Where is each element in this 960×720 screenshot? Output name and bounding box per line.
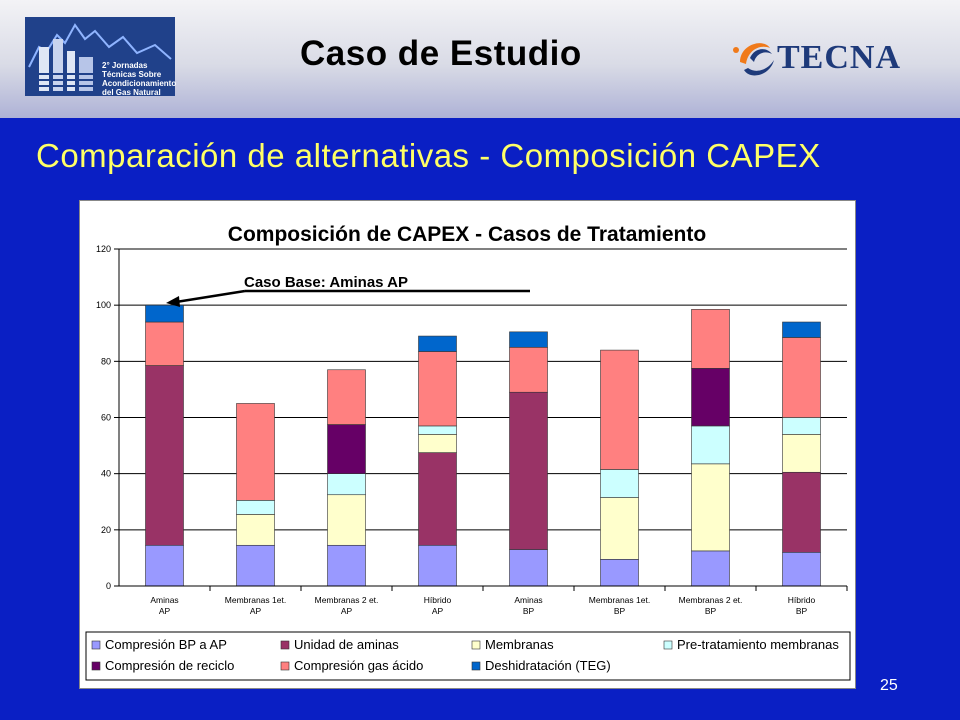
bar-segment	[782, 337, 821, 418]
bar-segment	[691, 550, 730, 587]
chart-container: Composición de CAPEX - Casos de Tratamie…	[79, 200, 856, 689]
legend-label: Compresión de reciclo	[105, 658, 234, 673]
legend-label: Membranas	[485, 637, 554, 652]
x-tick-label: BP	[796, 606, 808, 616]
mountain-logo-icon	[28, 23, 172, 91]
annotation-arrowhead-icon	[166, 296, 180, 307]
y-tick-label: 40	[101, 469, 111, 479]
jornadas-logo: 2° Jornadas Técnicas Sobre Acondicionami…	[25, 17, 177, 97]
bar-segment	[418, 335, 457, 352]
legend-swatch	[280, 661, 290, 671]
legend-label: Unidad de aminas	[294, 637, 399, 652]
x-tick-label: Híbrido	[788, 595, 816, 605]
jornadas-logo-text: 2° Jornadas Técnicas Sobre Acondicionami…	[102, 61, 177, 97]
bar-segment	[327, 494, 366, 546]
annotation-arrow-line	[175, 289, 246, 304]
bar-segment	[600, 559, 639, 587]
tecna-swirl-icon	[733, 43, 774, 76]
bar-segment	[782, 417, 821, 435]
x-tick-label: Híbrido	[424, 595, 452, 605]
bars	[145, 304, 821, 587]
chart-title: Composición de CAPEX - Casos de Tratamie…	[228, 223, 706, 246]
x-tick-label: AP	[250, 606, 262, 616]
bar-segment	[509, 346, 548, 393]
x-tick-label: BP	[614, 606, 626, 616]
header-title: Caso de Estudio	[300, 34, 582, 73]
x-tick-label: BP	[523, 606, 535, 616]
bar-segment	[418, 452, 457, 546]
bar-segment	[236, 514, 275, 546]
y-tick-label: 100	[96, 300, 111, 310]
bar-segment	[236, 403, 275, 501]
bar-segment	[418, 351, 457, 427]
bar-segment	[145, 304, 184, 323]
legend: Compresión BP a AP Unidad de aminas Membra…	[85, 631, 851, 681]
bar-segment	[418, 425, 457, 435]
bar-segment	[418, 434, 457, 453]
y-tick-label: 0	[106, 581, 111, 591]
bar-segment	[327, 424, 366, 474]
x-tick-label: Aminas	[514, 595, 542, 605]
legend-swatch	[91, 661, 101, 671]
x-tick-label: Membranas 1et.	[589, 595, 650, 605]
legend-swatch	[471, 661, 481, 671]
bar-segment	[600, 469, 639, 498]
annotation-label: Caso Base: Aminas AP	[244, 274, 408, 291]
y-tick-label: 60	[101, 413, 111, 423]
x-tick-label: Membranas 1et.	[225, 595, 286, 605]
page-number: 25	[880, 677, 898, 694]
x-tick-label: Membranas 2 et.	[679, 595, 743, 605]
legend-label: Deshidratación (TEG)	[485, 658, 611, 673]
legend-swatch	[471, 640, 481, 650]
annotation: Caso Base: Aminas AP	[166, 274, 530, 307]
legend-label: Pre-tratamiento membranas	[677, 637, 839, 652]
x-tick-label: BP	[705, 606, 717, 616]
bar-segment	[418, 544, 457, 587]
slide-title: Comparación de alternativas - Composició…	[36, 137, 821, 174]
legend-swatch	[663, 640, 673, 650]
legend-swatch	[280, 640, 290, 650]
bar-segment	[327, 369, 366, 425]
bar-segment	[145, 365, 184, 546]
y-tick-label: 80	[101, 356, 111, 366]
bar-segment	[782, 471, 821, 553]
tecna-wordmark: TECNA	[777, 39, 902, 76]
bar-segment	[782, 551, 821, 587]
legend-swatch	[91, 640, 101, 650]
x-tick-label: Aminas	[150, 595, 178, 605]
bar-segment	[691, 463, 730, 552]
bar-segment	[509, 549, 548, 587]
bar-segment	[600, 349, 639, 470]
tecna-logo: TECNA	[730, 34, 940, 84]
capex-chart: Composición de CAPEX - Casos de Tratamie…	[85, 223, 851, 681]
bar-segment	[327, 473, 366, 496]
y-tick-label: 20	[101, 525, 111, 535]
bar-segment	[509, 331, 548, 348]
x-tick-label: AP	[159, 606, 171, 616]
x-tick-label: AP	[432, 606, 444, 616]
x-tick-label: Membranas 2 et.	[315, 595, 379, 605]
header-band: 2° Jornadas Técnicas Sobre Acondicionami…	[0, 0, 960, 118]
bar-segment	[327, 544, 366, 587]
bar-segment	[782, 321, 821, 338]
bar-segment	[691, 425, 730, 465]
bar-segment	[691, 309, 730, 369]
legend-label: Compresión gas ácido	[294, 658, 423, 673]
x-tick-label: AP	[341, 606, 353, 616]
bar-segment	[691, 368, 730, 427]
grid-lines	[119, 248, 847, 587]
bar-segment	[145, 321, 184, 366]
bar-segment	[145, 544, 184, 587]
bar-segment	[236, 544, 275, 587]
legend-label: Compresión BP a AP	[105, 637, 227, 652]
legend-box	[85, 631, 851, 681]
bar-segment	[236, 500, 275, 515]
bar-segment	[600, 497, 639, 560]
y-tick-label: 120	[96, 244, 111, 254]
bar-segment	[782, 434, 821, 473]
bar-segment	[509, 391, 548, 550]
